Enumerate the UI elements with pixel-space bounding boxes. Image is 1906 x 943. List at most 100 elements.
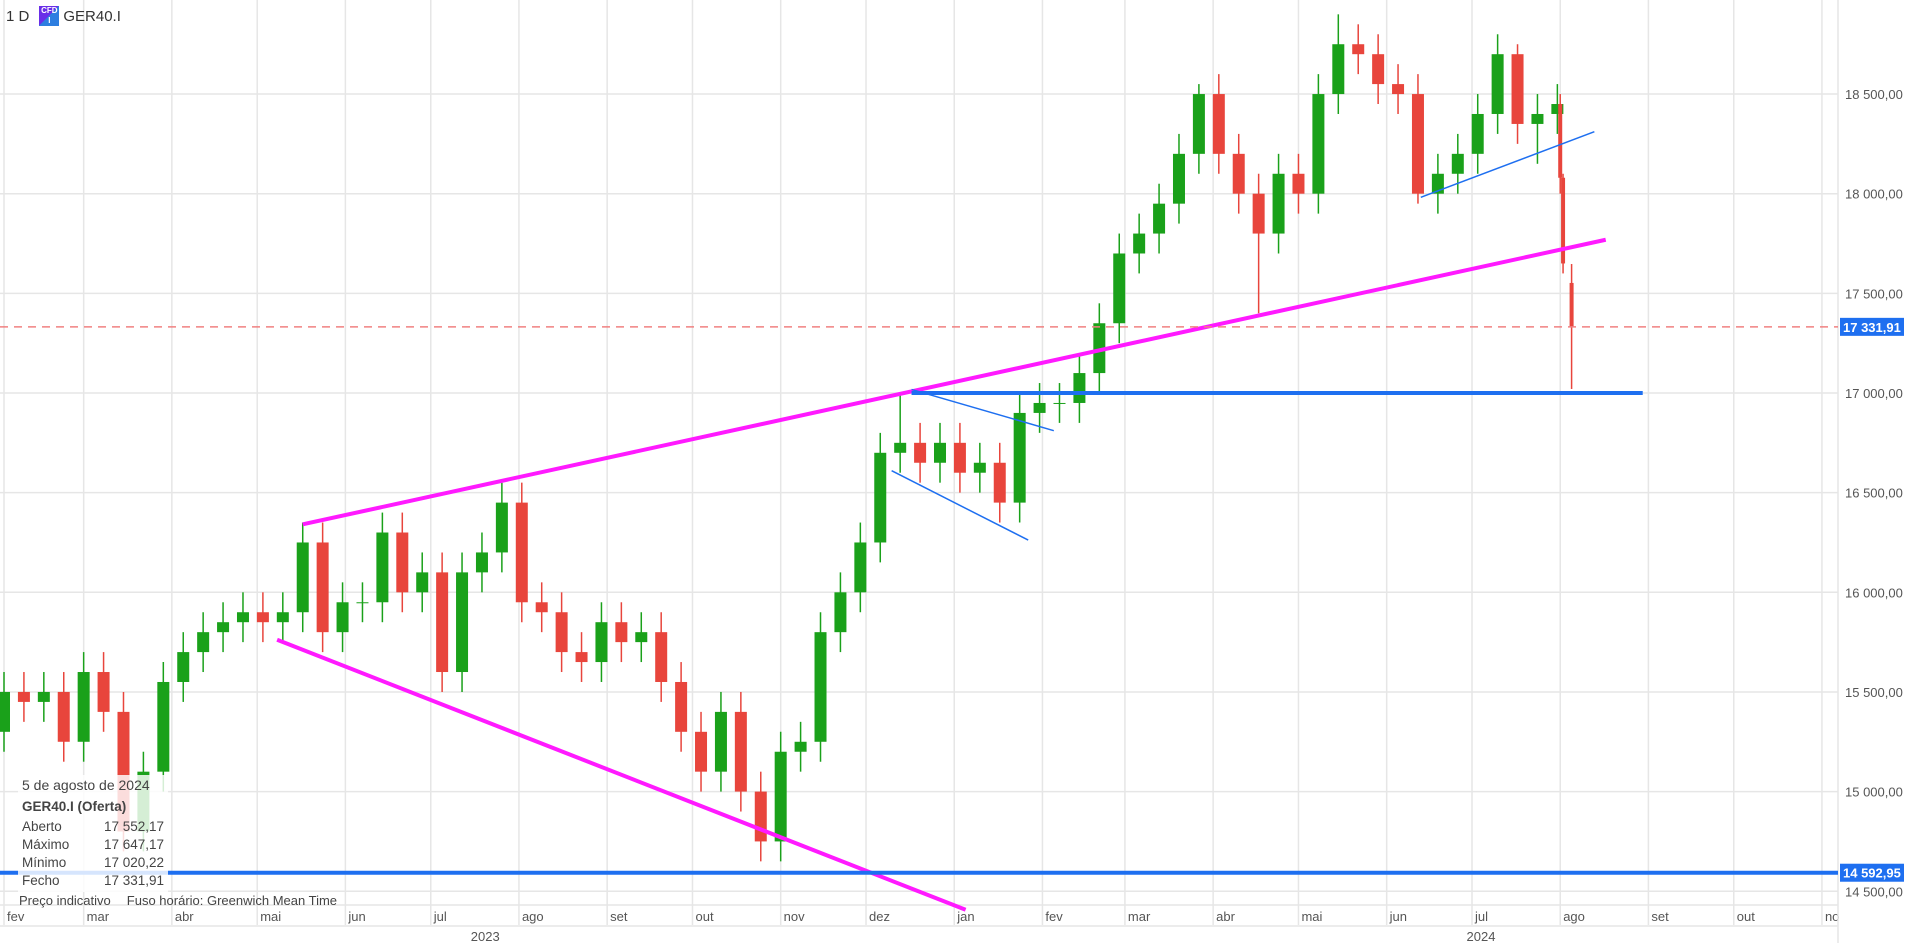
y-tick-label: 15 000,00: [1845, 785, 1903, 800]
x-tick-label: no: [1825, 909, 1839, 924]
x-tick-label: fev: [1045, 909, 1063, 924]
candle-body: [615, 622, 628, 643]
x-tick-label: jun: [347, 909, 365, 924]
symbol-label[interactable]: GER40.I: [63, 7, 121, 25]
candle-body: [1558, 104, 1563, 178]
x-tick-label: mai: [1301, 909, 1322, 924]
trendline-blue: [911, 388, 1055, 432]
info-date: 5 de agosto de 2024: [22, 777, 150, 793]
x-tick-label: abr: [175, 909, 194, 924]
candle-body: [97, 672, 110, 712]
x-tick-label: ago: [522, 909, 544, 924]
candle-body: [1073, 373, 1086, 403]
candle-body: [1013, 412, 1026, 503]
price-label-badge: [1840, 317, 1904, 336]
chart-footer: Preço indicativo Fuso horário: Greenwich…: [19, 893, 337, 908]
candle-body: [296, 542, 309, 613]
x-tick-label: nov: [784, 909, 805, 924]
y-tick-label: 18 000,00: [1845, 187, 1903, 202]
trendline-blue: [1420, 131, 1595, 198]
candle-body: [794, 741, 807, 752]
close-label: Fecho: [22, 873, 60, 888]
candle-body: [1569, 282, 1574, 327]
x-tick-label: abr: [1216, 909, 1235, 924]
candle-body: [17, 691, 30, 702]
candle-body: [37, 691, 50, 702]
low-label: Mínimo: [22, 855, 67, 870]
info-row-high: Máximo 17 647,17: [22, 836, 164, 854]
candle-body: [316, 542, 329, 633]
candle-body: [336, 602, 349, 633]
x-tick-label: jul: [433, 909, 447, 924]
price-label: 14 592,95: [1843, 866, 1901, 881]
candle-body: [675, 681, 688, 732]
candle-body: [1093, 323, 1106, 374]
candle-body: [217, 622, 230, 633]
x-tick-label: jul: [1474, 909, 1488, 924]
candle-body: [1372, 54, 1385, 85]
candle-body: [1332, 44, 1345, 95]
timezone-note: Fuso horário: Greenwich Mean Time: [126, 893, 338, 908]
candle-body: [1053, 402, 1066, 404]
candle-body: [1431, 173, 1444, 194]
candle-body: [1471, 113, 1484, 154]
candle-body: [734, 711, 747, 792]
candle-body: [695, 731, 708, 772]
y-tick-label: 16 500,00: [1845, 486, 1903, 501]
x-tick-label: mar: [1128, 909, 1151, 924]
y-tick-label: 18 500,00: [1845, 87, 1903, 102]
candle-body: [1292, 173, 1305, 194]
candle-body: [595, 622, 608, 663]
candle-body: [754, 791, 767, 842]
y-tick-label: 15 500,00: [1845, 685, 1903, 700]
candle-body: [376, 532, 389, 603]
x-tick-label: out: [1737, 909, 1755, 924]
candle-body: [396, 532, 409, 593]
year-label: 2024: [1467, 929, 1496, 943]
candle-body: [197, 632, 210, 653]
candle-body: [1252, 193, 1265, 234]
x-tick-label: jan: [956, 909, 974, 924]
candle-body: [1352, 44, 1365, 55]
candle-body: [1561, 177, 1566, 264]
x-tick-label: set: [1651, 909, 1669, 924]
candle-body: [1113, 253, 1126, 324]
candle-body: [1133, 233, 1146, 254]
candle-body: [635, 632, 648, 643]
open-value: 17 552,17: [103, 819, 164, 834]
candle-body: [236, 612, 249, 623]
low-value: 17 020,22: [103, 855, 164, 870]
candle-body: [973, 462, 986, 473]
candle-body: [157, 681, 170, 772]
x-tick-label: set: [610, 909, 628, 924]
interval-label[interactable]: 1 D: [6, 7, 30, 25]
info-row-open: Aberto 17 552,17: [22, 818, 164, 836]
candle-body: [515, 502, 528, 603]
info-row-low: Mínimo 17 020,22: [22, 854, 164, 872]
candle-body: [953, 442, 966, 473]
candle-body: [1272, 173, 1285, 234]
candle-body: [436, 572, 449, 673]
price-note: Preço indicativo: [19, 893, 111, 908]
year-label: 2023: [471, 929, 500, 943]
y-tick-label: 16 000,00: [1845, 585, 1903, 600]
x-tick-label: fev: [7, 909, 25, 924]
x-tick-label: jun: [1389, 909, 1407, 924]
candle-body: [834, 592, 847, 633]
candle-body: [1212, 94, 1225, 154]
candle-body: [993, 462, 1006, 503]
info-row-close: Fecho 17 331,91: [22, 872, 164, 890]
y-tick-label: 14 500,00: [1845, 884, 1903, 899]
candle-body: [77, 672, 90, 742]
candle-body: [1192, 94, 1205, 154]
chart-header: 1 D CFD I GER40.I: [6, 6, 121, 26]
x-tick-label: mar: [87, 909, 110, 924]
cfd-icon: CFD I: [39, 6, 60, 26]
candle-body: [1511, 54, 1524, 124]
candle-body: [555, 612, 568, 653]
open-label: Aberto: [22, 819, 62, 834]
candle-body: [934, 442, 947, 463]
candle-body: [914, 442, 927, 463]
candle-body: [1491, 54, 1504, 114]
